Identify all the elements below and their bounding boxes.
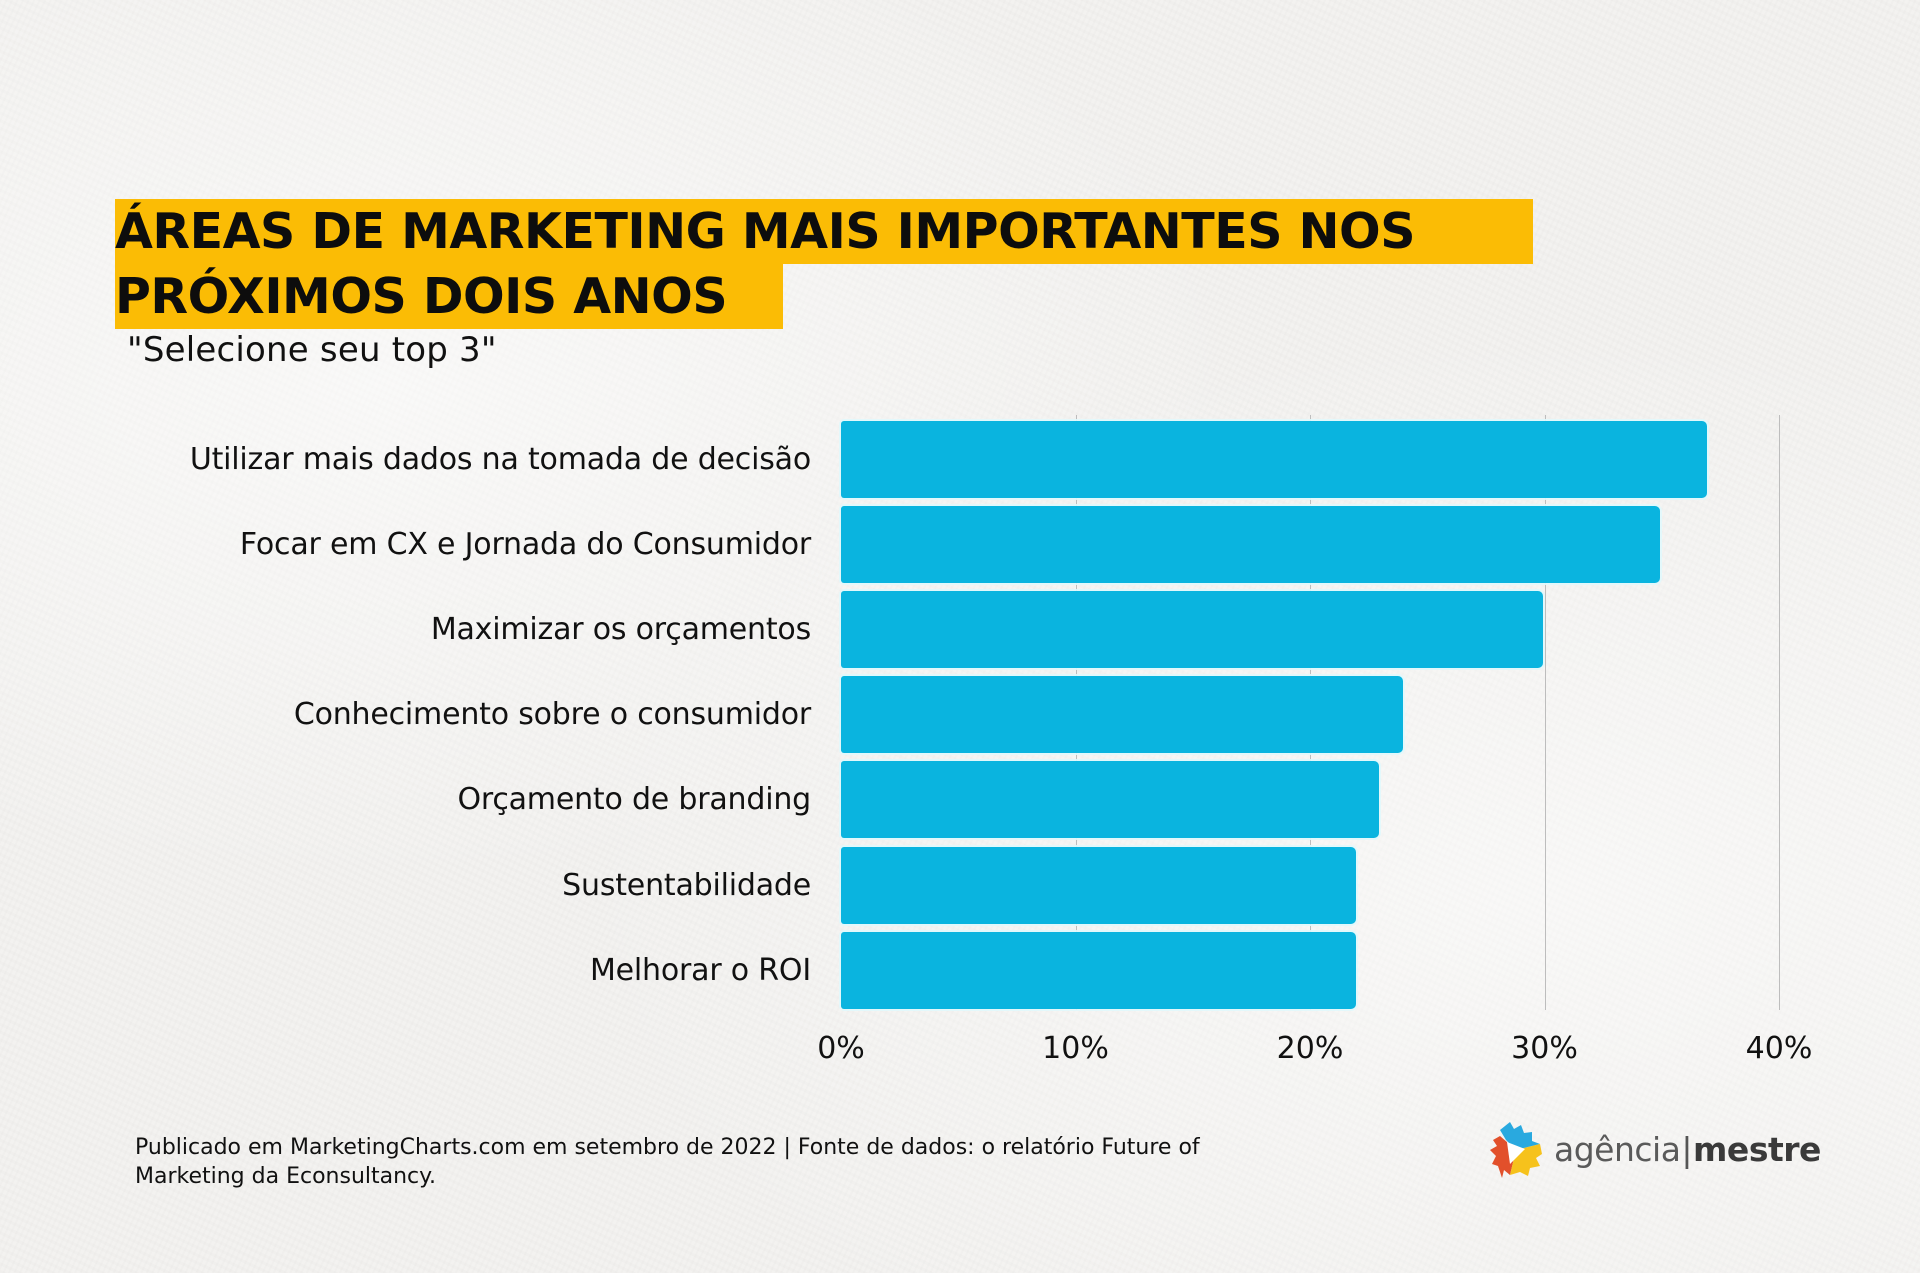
gridline [1544, 415, 1546, 1010]
chart-subtitle: "Selecione seu top 3" [127, 330, 497, 370]
bar-chart: Utilizar mais dados na tomada de decisão… [0, 415, 1920, 1066]
bar [841, 931, 1356, 1009]
bar-row: Maximizar os orçamentos [0, 591, 1920, 669]
bar [841, 421, 1707, 498]
bar-row: Conhecimento sobre o consumidor [0, 676, 1920, 754]
bar [841, 506, 1660, 584]
x-tick-label: 30% [1511, 1031, 1578, 1066]
bar [841, 846, 1356, 924]
category-label: Utilizar mais dados na tomada de decisão [189, 442, 811, 477]
x-tick-label: 40% [1745, 1031, 1813, 1066]
category-label: Maximizar os orçamentos [430, 612, 811, 648]
agencia-mestre-logo: agência|mestre [1490, 1118, 1821, 1182]
x-tick-label: 0% [817, 1031, 865, 1066]
logo-wordmark: agência|mestre [1554, 1130, 1821, 1170]
x-tick-label: 20% [1276, 1031, 1344, 1066]
bar-row: Orçamento de branding [0, 761, 1920, 839]
bar [841, 676, 1403, 754]
x-tick-label: 10% [1042, 1031, 1109, 1066]
agencia-mestre-logo-icon [1490, 1122, 1542, 1178]
chart-title-line-1: ÁREAS DE MARKETING MAIS IMPORTANTES NOS [115, 199, 1533, 264]
bar-row: Focar em CX e Jornada do Consumidor [0, 506, 1920, 584]
category-label: Melhorar o ROI [589, 952, 811, 988]
source-footnote: Publicado em MarketingCharts.com em sete… [135, 1133, 1395, 1191]
bar [841, 761, 1380, 839]
bar-row: Melhorar o ROI [0, 931, 1920, 1009]
chart-title: ÁREAS DE MARKETING MAIS IMPORTANTES NOS … [115, 199, 1533, 329]
source-footnote-line-2: Marketing da Econsultancy. [135, 1164, 437, 1189]
logo-wordmark-mestre: mestre [1693, 1130, 1821, 1169]
category-label: Conhecimento sobre o consumidor [293, 697, 811, 733]
bar-row: Sustentabilidade [0, 846, 1920, 924]
bar-row: Utilizar mais dados na tomada de decisão [0, 421, 1920, 498]
chart-title-line-2: PRÓXIMOS DOIS ANOS [115, 264, 783, 329]
gridline [1779, 415, 1780, 1010]
category-label: Orçamento de branding [457, 782, 811, 818]
bar [841, 591, 1543, 669]
logo-wordmark-separator: | [1681, 1130, 1693, 1169]
logo-wordmark-agencia: agência [1554, 1130, 1681, 1169]
category-label: Sustentabilidade [562, 867, 811, 903]
category-label: Focar em CX e Jornada do Consumidor [239, 527, 811, 563]
source-footnote-line-1: Publicado em MarketingCharts.com em sete… [135, 1135, 1200, 1160]
